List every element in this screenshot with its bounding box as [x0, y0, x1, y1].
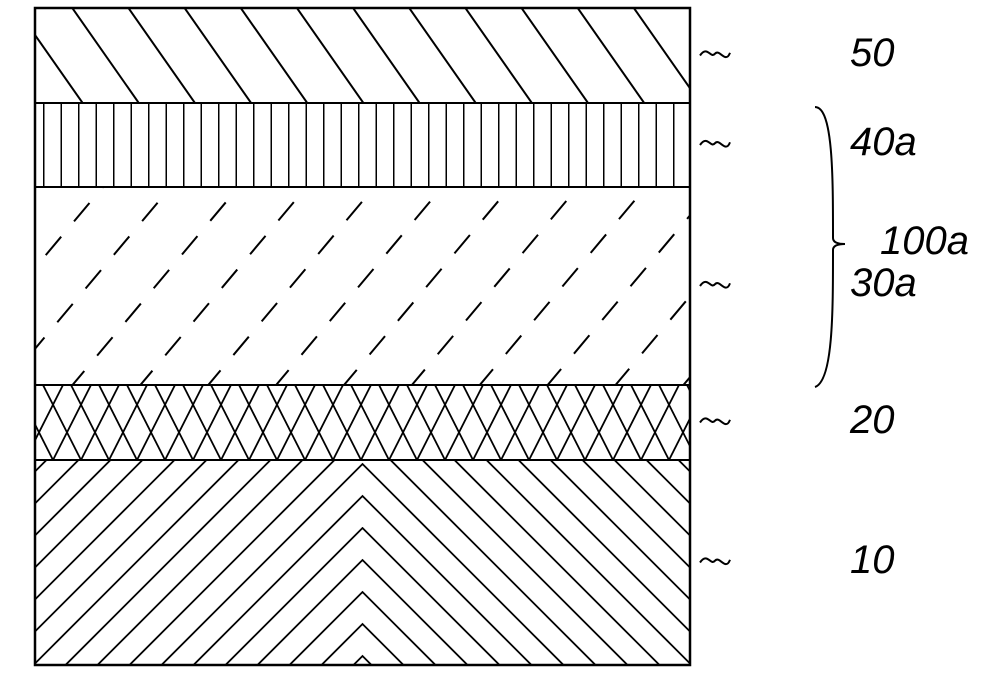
layer-label-L30a: 30a — [850, 261, 917, 306]
layer-label-L40a: 40a — [850, 120, 917, 165]
diagram-svg — [0, 0, 1000, 695]
layer-label-L10: 10 — [850, 538, 895, 583]
layer-label-L50: 50 — [850, 31, 895, 76]
layer-label-group-100a: 100a — [880, 219, 969, 264]
layer-label-L20: 20 — [850, 398, 895, 443]
figure-root: 50 40a 30a 20 10 100a — [0, 0, 1000, 695]
